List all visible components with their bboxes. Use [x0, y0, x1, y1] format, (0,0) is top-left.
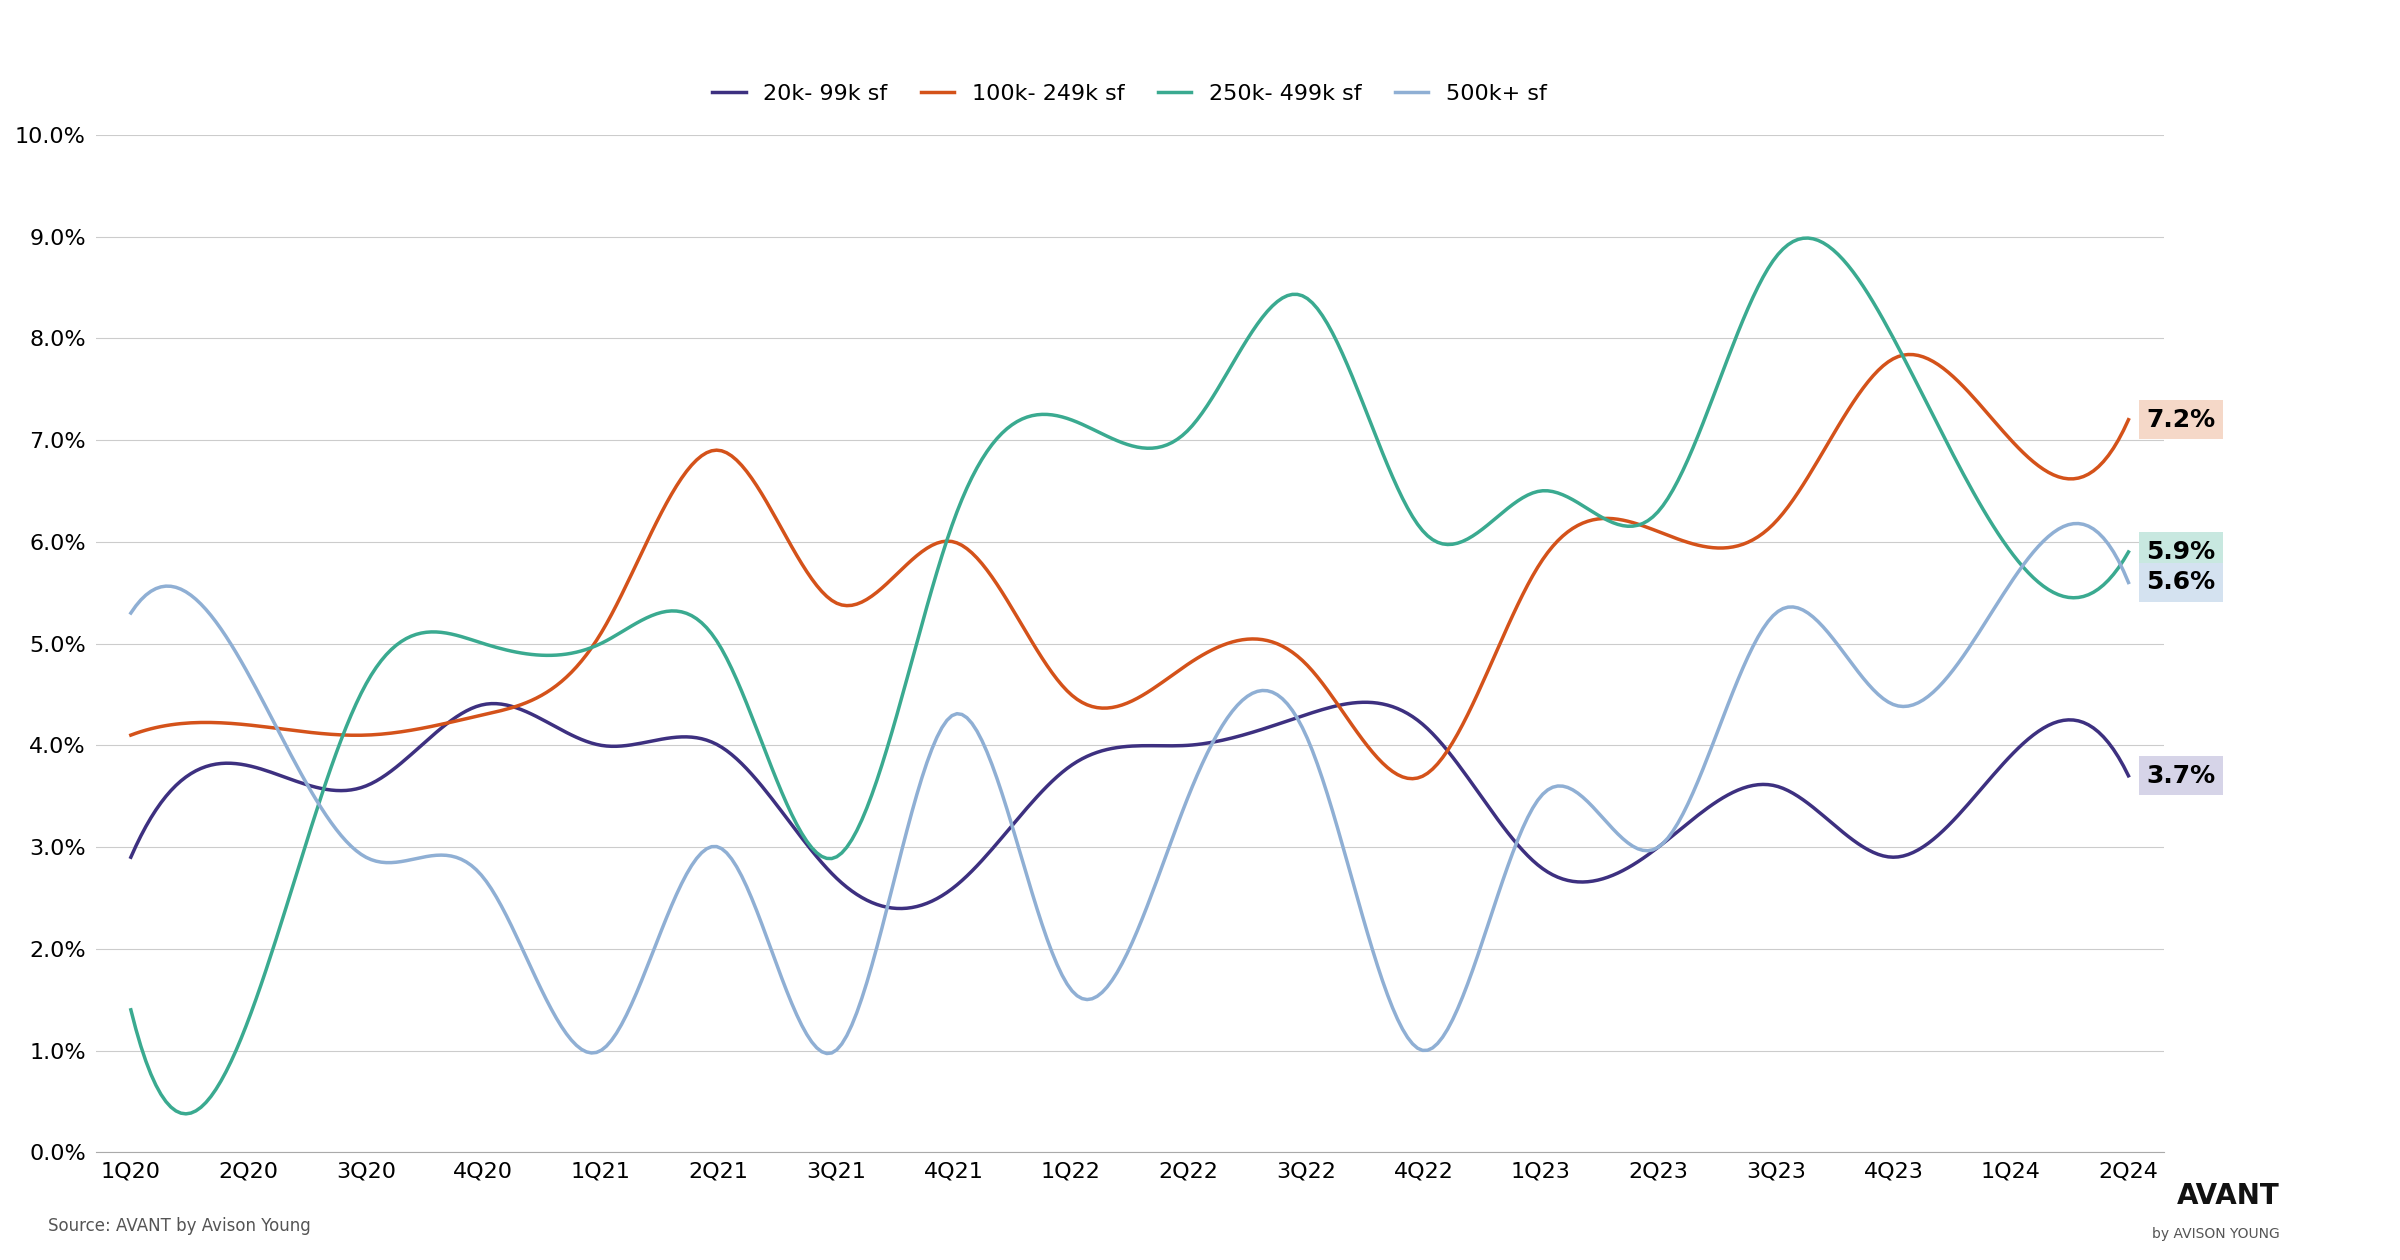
Text: 5.9%: 5.9%: [2146, 541, 2215, 564]
Legend: 20k- 99k sf, 100k- 249k sf, 250k- 499k sf, 500k+ sf: 20k- 99k sf, 100k- 249k sf, 250k- 499k s…: [703, 74, 1555, 112]
Text: 3.7%: 3.7%: [2146, 764, 2215, 788]
Text: Source: AVANT by Avison Young: Source: AVANT by Avison Young: [48, 1217, 310, 1235]
Text: 7.2%: 7.2%: [2146, 408, 2215, 432]
Text: AVANT: AVANT: [2177, 1182, 2280, 1210]
Text: 5.6%: 5.6%: [2146, 571, 2215, 595]
Text: by AVISON YOUNG: by AVISON YOUNG: [2153, 1227, 2280, 1241]
